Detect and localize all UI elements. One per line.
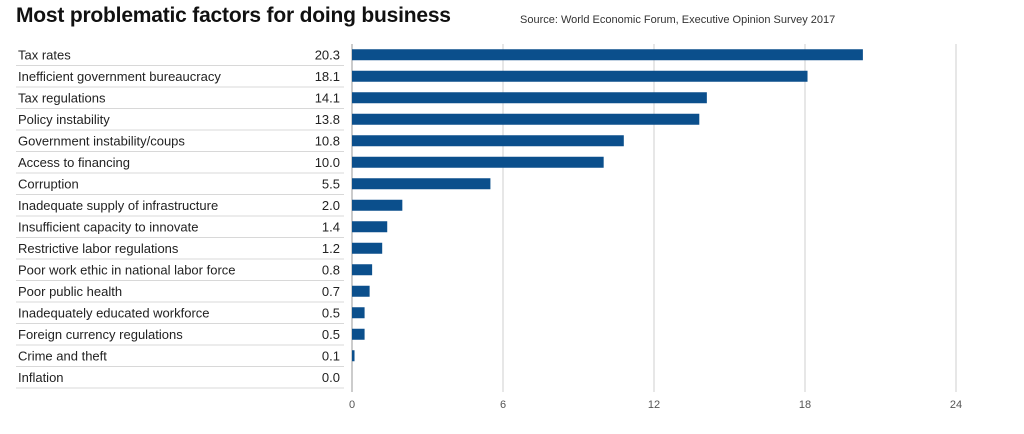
category-label: Insufficient capacity to innovate [18,219,198,234]
value-label: 10.8 [315,133,340,148]
category-label: Inadequately educated workforce [18,305,210,320]
category-label: Access to financing [18,155,130,170]
bar [352,328,365,340]
category-label: Government instability/coups [18,133,185,148]
value-label: 0.0 [322,370,340,385]
bar [352,264,373,276]
category-label: Tax rates [18,47,71,62]
x-tick-label: 12 [648,399,660,411]
x-tick-label: 0 [349,399,355,411]
category-label: Inadequate supply of infrastructure [18,198,218,213]
bar [352,242,383,254]
bar [352,350,355,362]
bar [352,307,365,319]
category-label: Poor public health [18,284,122,299]
value-label: 0.5 [322,327,340,342]
x-tick-label: 18 [799,399,811,411]
bar [352,92,707,104]
bar [352,285,370,297]
value-label: 13.8 [315,112,340,127]
value-label: 5.5 [322,176,340,191]
category-label: Foreign currency regulations [18,327,183,342]
value-label: 18.1 [315,69,340,84]
bar [352,113,700,125]
category-label: Inflation [18,370,64,385]
category-label: Tax regulations [18,90,106,105]
bar [352,49,863,61]
category-label: Crime and theft [18,348,107,363]
value-label: 14.1 [315,90,340,105]
bar [352,156,604,168]
value-label: 10.0 [315,155,340,170]
chart-source: Source: World Economic Forum, Executive … [520,14,836,26]
value-label: 1.4 [322,219,340,234]
bar [352,221,388,233]
category-label: Policy instability [18,112,110,127]
value-label: 0.7 [322,284,340,299]
bar [352,135,624,147]
value-label: 20.3 [315,47,340,62]
value-label: 0.1 [322,348,340,363]
value-label: 0.5 [322,305,340,320]
chart-title: Most problematic factors for doing busin… [16,4,451,27]
category-label: Restrictive labor regulations [18,241,179,256]
category-label: Poor work ethic in national labor force [18,262,236,277]
value-label: 0.8 [322,262,340,277]
bar [352,199,403,211]
value-label: 2.0 [322,198,340,213]
bar [352,70,808,82]
x-tick-label: 24 [950,399,962,411]
category-label: Inefficient government bureaucracy [18,69,221,84]
category-label: Corruption [18,176,79,191]
x-tick-label: 6 [500,399,506,411]
bar [352,178,491,190]
value-label: 1.2 [322,241,340,256]
